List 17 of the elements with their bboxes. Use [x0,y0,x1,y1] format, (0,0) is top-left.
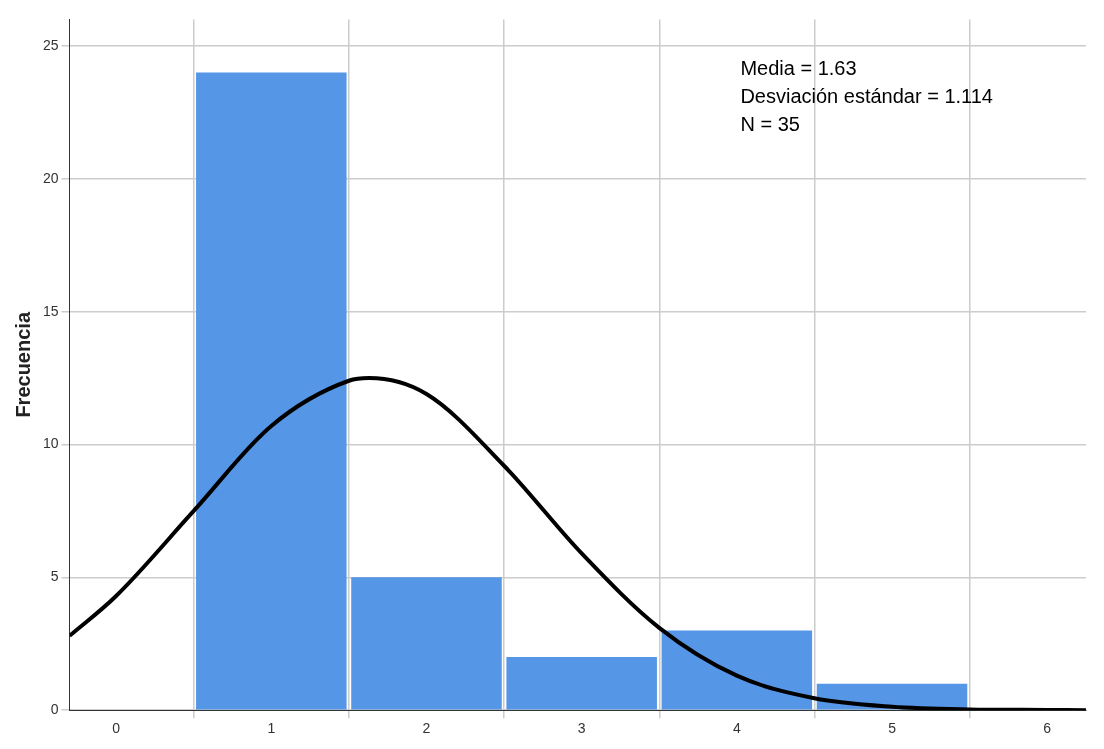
y-tick-label: 10 [42,435,59,452]
y-tick-label: 5 [50,568,59,585]
x-tick-label: 5 [888,720,897,737]
x-tick-label: 3 [577,720,586,737]
x-tick-label: 6 [1043,720,1052,737]
y-tick-label: 15 [42,302,59,319]
y-axis-title: Frecuencia [11,311,34,418]
y-tick-label: 0 [50,701,59,718]
x-tick-label: 0 [112,720,121,737]
annotation: N = 35 [740,112,800,135]
x-tick-label: 1 [267,720,276,737]
y-tick-label: 25 [42,36,59,53]
annotation: Desviación estándar = 1.114 [740,84,993,107]
x-tick-label: 4 [732,720,741,737]
annotation: Media = 1.63 [740,56,857,79]
x-tick-label: 2 [422,720,431,737]
y-tick-label: 20 [42,169,59,186]
